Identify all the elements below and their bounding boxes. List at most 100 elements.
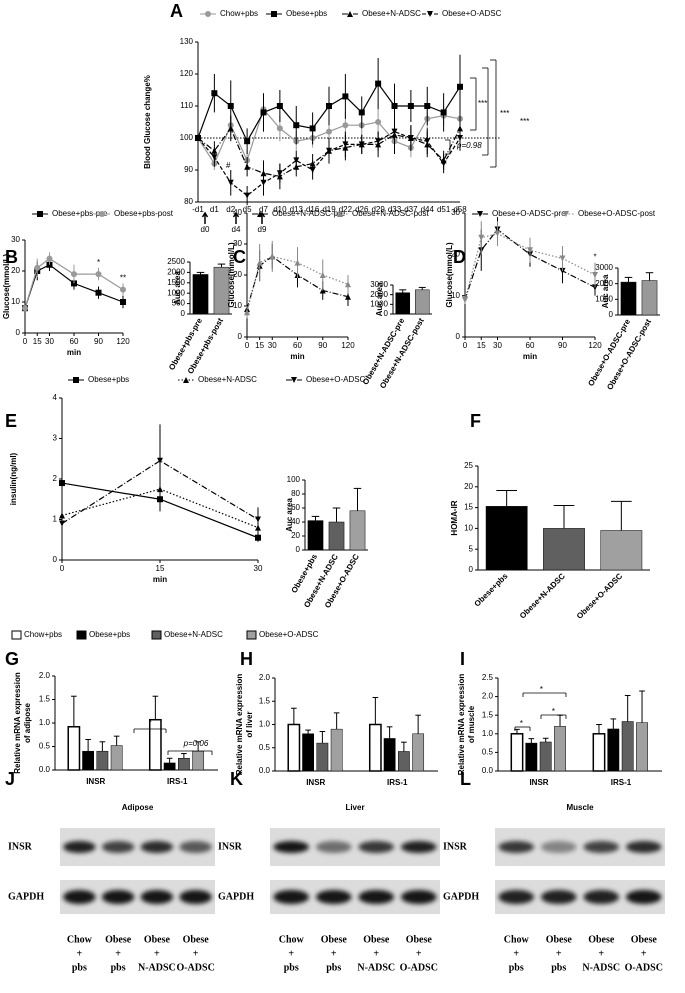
lane-label: + [416,948,422,959]
blot-title: Liver [345,803,364,812]
y-tick-label: 10 [11,297,20,306]
marker [244,163,251,170]
legend-label: Obese+pbs-pre [52,209,108,218]
x-tick-label: d22 [339,205,353,214]
bar [302,733,314,772]
bar [178,758,190,771]
band [315,841,352,853]
bar [368,723,382,772]
x-tick-label: INSR [529,778,548,787]
y-tick-label: 2 [53,474,58,483]
bar [383,738,396,772]
y-tick-label: 2000 [167,268,185,277]
bar [82,750,95,771]
annotation: ** [120,274,126,283]
blot-row-label: INSR [218,841,243,852]
bar [398,751,410,772]
bar [148,718,162,771]
y-axis-label: HOMA-IR [450,500,459,535]
x-tick-label: d51 [437,205,451,214]
y-tick-label: 30 [451,208,460,217]
x-tick-label: INSR [86,777,105,786]
legend-label: Chow+pbs [220,9,258,18]
lane-label: + [154,948,160,959]
lane-label: + [513,948,519,959]
legend-marker [337,211,343,217]
x-tick-label: d29 [371,205,385,214]
legend-label: Obese+pbs-post [114,209,174,218]
legend-label: Obese+N-ADSC [362,9,421,18]
bar [395,292,411,315]
x-tick-label: 30 [268,341,277,350]
lane-label: N-ADSC [138,962,176,973]
marker [440,160,447,167]
bar [307,520,324,551]
lane-label: + [193,948,199,959]
lane-label: Obese [631,934,658,945]
x-tick-label: d16 [306,205,320,214]
marker [457,135,463,141]
legend-label: Obese+N-ADSC [164,630,223,639]
marker [342,122,349,129]
panel-letter: E [5,411,17,431]
legend-label: Obese+N-ADSC [198,375,257,384]
y-tick-label: 90 [184,165,193,174]
legend-marker [205,11,211,17]
band [179,841,212,853]
legend-swatch [76,630,87,640]
lane-label: Obese [546,934,573,945]
y-tick-label: 1.5 [259,696,271,705]
y-tick-label: 1 [53,515,58,524]
bar [287,723,301,772]
lane-label: + [373,948,379,959]
day-marker: d0 [201,225,210,234]
y-axis-label: Auc area [285,498,294,532]
bar [592,733,606,772]
day-marker: d4 [232,225,241,234]
bar [525,742,538,772]
blot-row-label: INSR [8,841,33,852]
y-tick-label: 10 [464,524,473,533]
annotation: * [551,707,555,716]
lane-label: + [556,948,562,959]
y-tick-label: 130 [180,37,194,46]
y-tick-label: 100 [287,475,301,484]
bar [607,728,620,772]
annotation: p=0.98 [456,141,482,150]
lane-label: O-ADSC [625,962,663,973]
marker [120,299,126,305]
x-axis-label: min [523,352,537,361]
x-tick-label: 30 [45,337,54,346]
panel-letter: J [5,769,15,789]
x-tick-label: d1 [210,205,219,214]
lane-label: pbs [509,962,524,973]
y-tick-label: 0 [469,565,474,574]
y-axis-label: Blood Glucose change% [143,75,152,169]
y-tick-label: 2.0 [482,692,494,701]
y-tick-label: 1.0 [482,729,494,738]
bar [636,722,648,772]
marker [293,157,300,164]
band [625,841,662,853]
y-tick-label: 500 [172,299,186,308]
y-tick-label: 4 [53,393,58,402]
marker [375,80,382,87]
legend-marker [563,211,569,217]
x-tick-label: d33 [388,205,402,214]
band [273,890,310,904]
legend-marker [257,211,263,217]
arrow [232,211,240,224]
bar [543,528,585,571]
legend-swatch [151,630,162,640]
legend-marker [183,377,189,383]
marker [592,272,598,278]
x-tick-label: d37 [404,205,418,214]
lane-label: + [331,948,337,959]
y-tick-label: 2.5 [482,673,494,682]
marker [375,119,382,125]
y-tick-label: 0 [53,555,58,564]
y-tick-label: 2000 [595,279,613,288]
band [583,890,620,904]
marker [440,109,447,116]
